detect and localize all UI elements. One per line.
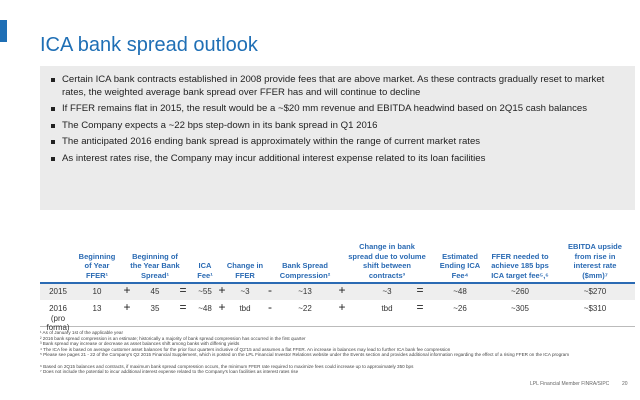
operator: - [268, 283, 272, 297]
table-cell: ~48 [453, 287, 467, 296]
operator: = [416, 283, 424, 297]
table-cell: ~22 [298, 304, 312, 313]
table-rule [40, 326, 635, 327]
bullet: If FFER remains flat in 2015, the result… [51, 103, 625, 116]
table-cell: ~3 [382, 287, 392, 296]
row-label: (pro forma) [46, 314, 70, 332]
operator: + [123, 300, 131, 314]
table-cell: ~3 [240, 287, 250, 296]
bullet: As interest rates rise, the Company may … [51, 153, 625, 166]
operator: + [218, 300, 226, 314]
column-header: Estimated Ending ICA Fee⁴ [439, 251, 481, 280]
column-header: Change in bank spread due to volume shif… [348, 242, 426, 280]
table-cell: ~13 [298, 287, 312, 296]
table-cell: 13 [92, 304, 102, 313]
operator: - [268, 300, 272, 314]
footnote: ¹ As of January 1st of the applicable ye… [40, 330, 123, 335]
table-cell: ~48 [198, 304, 212, 313]
footnote: ⁵ Please see pages 21 - 22 of the Compan… [40, 352, 570, 358]
column-header: Bank Spread Compression² [279, 261, 331, 280]
table-cell: ~$270 [583, 287, 607, 296]
table-cell: ~55 [198, 287, 212, 296]
bullet-box: Certain ICA bank contracts established i… [40, 66, 635, 210]
operator: + [338, 283, 346, 297]
column-header: EBITDA upside from rise in interest rate… [568, 242, 622, 280]
footnote: ³ Bank spread may increase or decrease a… [40, 341, 240, 347]
accent-bar [0, 20, 7, 42]
column-header: Beginning of Year FFER¹ [78, 251, 116, 280]
bullet: Certain ICA bank contracts established i… [51, 74, 625, 99]
page-number: 20 [622, 381, 628, 387]
operator: = [416, 300, 424, 314]
operator: + [338, 300, 346, 314]
column-header: FFER needed to achieve 185 bps ICA targe… [491, 251, 549, 280]
footnote: ⁷ Does not include the potential to incu… [40, 369, 299, 375]
row-label: 2015 [49, 287, 67, 296]
row-label: 2016 [49, 304, 67, 313]
operator: = [179, 283, 187, 297]
footnote: ² 2016 bank spread compression is an est… [40, 335, 306, 341]
bullet-list: Certain ICA bank contracts established i… [40, 66, 635, 165]
footer-text: LPL Financial Member FINRA/SIPC [530, 381, 610, 387]
table-cell: tbd [239, 304, 251, 313]
table-cell: ~26 [453, 304, 467, 313]
table-cell: tbd [381, 304, 393, 313]
table-cell: ~$310 [583, 304, 607, 313]
table-cell: ~260 [510, 287, 530, 296]
column-header: Change in FFER [226, 261, 264, 280]
table-cell: 10 [92, 287, 102, 296]
operator: = [179, 300, 187, 314]
column-header: Beginning of the Year Bank Spread¹ [130, 251, 180, 280]
table-cell: 45 [150, 287, 160, 296]
table-cell: 35 [150, 304, 160, 313]
header-rule [40, 282, 635, 284]
slide-title: ICA bank spread outlook [40, 34, 258, 56]
footnote: ⁴ The ICA fee is based on average custom… [40, 346, 451, 352]
operator: + [218, 283, 226, 297]
bullet: The anticipated 2016 ending bank spread … [51, 136, 625, 149]
row-shade [40, 284, 635, 300]
operator: + [123, 283, 131, 297]
footnote: ⁶ Based on 2Q15 balances and contracts, … [40, 363, 414, 369]
column-header: ICA Fee¹ [197, 261, 213, 280]
bullet: The Company expects a ~22 bps step-down … [51, 120, 625, 133]
table-cell: ~305 [510, 304, 530, 313]
